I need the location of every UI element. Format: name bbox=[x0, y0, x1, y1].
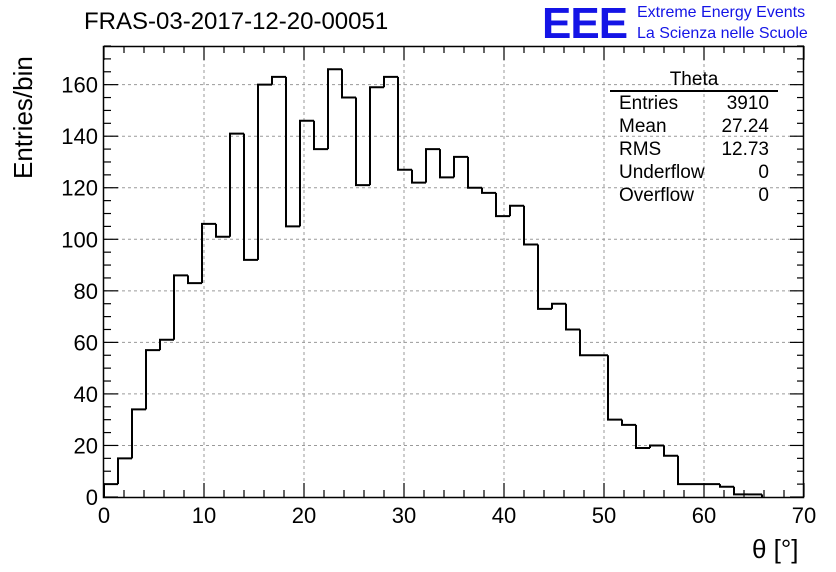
y-tick-label: 20 bbox=[74, 433, 98, 458]
histogram-bin bbox=[285, 76, 300, 228]
histogram-bin bbox=[467, 156, 482, 189]
histogram-bin bbox=[145, 349, 160, 410]
histogram-bin bbox=[509, 204, 524, 217]
histogram-bin bbox=[425, 148, 440, 183]
stats-value: 3910 bbox=[726, 93, 769, 114]
histogram-bin bbox=[257, 83, 272, 260]
x-tick-label: 40 bbox=[492, 503, 516, 528]
histogram-bin bbox=[243, 133, 258, 261]
stats-box: Theta Entries 3910 Mean 27.24 RMS 12.73 … bbox=[610, 70, 778, 207]
y-tick-label: 120 bbox=[61, 176, 98, 201]
histogram-bin bbox=[453, 155, 468, 178]
histogram-bin bbox=[607, 355, 622, 421]
stats-label: Overflow bbox=[619, 185, 694, 206]
histogram-bin bbox=[565, 303, 580, 331]
stats-label: Entries bbox=[619, 93, 679, 114]
x-tick-label: 0 bbox=[98, 503, 110, 528]
stats-label: Underflow bbox=[619, 162, 705, 183]
histogram-bin bbox=[299, 119, 314, 227]
stats-value: 0 bbox=[758, 185, 769, 206]
logo-text: EEE bbox=[542, 0, 628, 48]
histogram-bin bbox=[369, 86, 384, 186]
stats-row-rms: RMS 12.73 bbox=[610, 138, 778, 161]
y-tick-label: 40 bbox=[74, 382, 98, 407]
histogram-bin bbox=[341, 69, 356, 99]
histogram-bin bbox=[201, 222, 216, 284]
histogram-bin bbox=[187, 275, 202, 285]
histogram-bin bbox=[411, 169, 426, 184]
stats-row-overflow: Overflow 0 bbox=[610, 184, 778, 207]
histogram-bin bbox=[131, 408, 146, 459]
stats-label: RMS bbox=[619, 139, 662, 160]
histogram-bin bbox=[621, 419, 636, 426]
histogram-bin bbox=[159, 338, 174, 351]
y-axis-label: Entries/bin bbox=[8, 56, 38, 179]
stats-value: 12.73 bbox=[721, 139, 769, 160]
x-tick-label: 60 bbox=[692, 503, 716, 528]
tick-labels: 0 10 20 30 40 50 60 70 0 20 40 60 80 100 120 140 160 bbox=[61, 73, 816, 528]
stats-value: 27.24 bbox=[721, 116, 769, 137]
axis-ticks bbox=[103, 45, 805, 498]
histogram-bin bbox=[481, 187, 496, 194]
y-tick-label: 80 bbox=[74, 279, 98, 304]
x-tick-label: 70 bbox=[792, 503, 816, 528]
histogram-bin bbox=[117, 457, 132, 485]
x-tick-label: 20 bbox=[292, 503, 316, 528]
stats-label: Mean bbox=[619, 116, 667, 137]
x-tick-label: 30 bbox=[392, 503, 416, 528]
histogram-bin bbox=[229, 132, 244, 237]
histogram-bin bbox=[551, 302, 566, 309]
y-tick-label: 60 bbox=[74, 330, 98, 355]
stats-row-underflow: Underflow 0 bbox=[610, 161, 778, 184]
plot-frame bbox=[102, 45, 805, 499]
logo-line-2: La Scienza nelle Scuole bbox=[637, 25, 808, 42]
histogram-bin bbox=[173, 274, 188, 340]
histogram-bin bbox=[383, 75, 398, 88]
grid-lines bbox=[104, 46, 804, 497]
histogram-bin bbox=[355, 97, 370, 187]
histogram-bin bbox=[439, 149, 454, 179]
stats-row-entries: Entries 3910 bbox=[610, 92, 778, 115]
histogram-bin bbox=[215, 223, 230, 238]
histogram-bin bbox=[733, 486, 748, 496]
histogram-bin bbox=[579, 329, 594, 357]
y-tick-label: 0 bbox=[86, 485, 98, 510]
x-axis-label: θ [°] bbox=[752, 534, 799, 564]
histogram-bin bbox=[397, 76, 412, 171]
histogram-bin bbox=[677, 455, 692, 486]
stats-row-mean: Mean 27.24 bbox=[610, 115, 778, 138]
histogram-bin bbox=[635, 424, 650, 450]
x-tick-label: 10 bbox=[192, 503, 216, 528]
run-title: FRAS-03-2017-12-20-00051 bbox=[84, 8, 389, 35]
y-tick-label: 100 bbox=[61, 227, 98, 252]
histogram-bin bbox=[495, 192, 510, 218]
histogram-bin bbox=[313, 120, 328, 151]
stats-title: Theta bbox=[610, 70, 778, 92]
histogram-outline-layer bbox=[103, 68, 763, 497]
x-tick-label: 50 bbox=[592, 503, 616, 528]
histogram-bin bbox=[327, 68, 342, 150]
y-tick-label: 160 bbox=[61, 73, 98, 98]
logo-line-1: Extreme Energy Events bbox=[637, 4, 806, 21]
histogram-bin bbox=[271, 75, 286, 85]
y-tick-label: 140 bbox=[61, 124, 98, 149]
stats-value: 0 bbox=[758, 162, 769, 183]
histogram-bin bbox=[103, 483, 118, 497]
histogram-bin bbox=[719, 484, 734, 488]
histogram-bin bbox=[663, 445, 678, 457]
histogram-bin bbox=[537, 244, 552, 310]
histogram-bin bbox=[649, 444, 664, 449]
histogram-bin bbox=[523, 205, 538, 246]
eee-logo: EEE bbox=[542, 0, 628, 48]
